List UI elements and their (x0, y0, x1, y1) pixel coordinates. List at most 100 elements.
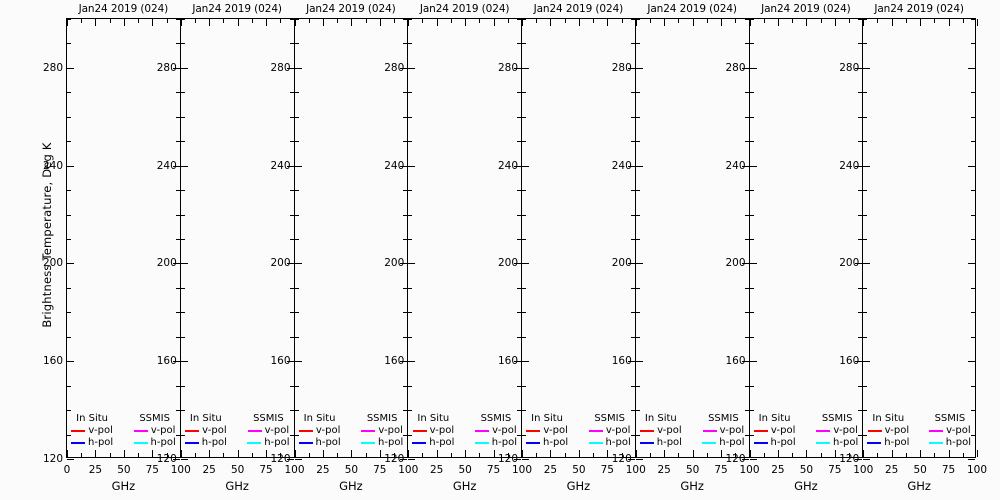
legend-entry-label: h-pol (543, 437, 569, 448)
x-axis-minor-tick (337, 453, 339, 457)
y-axis-minor-tick-right (744, 434, 749, 436)
y-axis-minor-tick (67, 410, 71, 412)
y-axis-tick-label: 200 (611, 257, 632, 270)
x-axis-minor-tick-top (337, 19, 339, 23)
y-axis-minor-tick-right (858, 116, 863, 118)
x-axis-tick (436, 450, 438, 457)
y-axis-tick-right (968, 361, 975, 363)
y-axis-tick-label: 160 (156, 355, 177, 368)
y-axis-minor-tick-right (858, 141, 863, 143)
y-axis-minor-tick-right (403, 92, 408, 94)
x-axis-minor-tick-top (934, 19, 936, 23)
y-axis-tick-label: 120 (270, 453, 291, 465)
y-axis-tick (749, 263, 757, 265)
y-axis-minor-tick (863, 410, 868, 412)
y-axis-tick-right (172, 459, 180, 460)
y-axis-minor-tick (863, 190, 868, 192)
legend: In Situ v-pol h-pol SSMIS v-pol h-pol (526, 413, 631, 449)
y-axis-tick (294, 263, 302, 265)
y-axis-minor-tick (408, 336, 413, 338)
y-axis-tick-right (286, 165, 294, 167)
y-axis-minor-tick (408, 239, 413, 240)
y-axis-minor-tick (863, 92, 868, 94)
legend-color-swatch (702, 430, 717, 432)
y-axis-title: Brightness Temperature, Deg K (40, 142, 54, 328)
y-axis-minor-tick-right (858, 385, 863, 387)
x-axis-tick (863, 450, 865, 457)
y-axis-minor-tick-right (517, 141, 521, 143)
y-axis-minor-tick (67, 141, 71, 143)
y-axis-minor-tick-right (175, 190, 180, 192)
x-axis-tick (721, 450, 723, 457)
x-axis-tick-top (607, 19, 609, 26)
y-axis-tick (863, 165, 871, 167)
y-axis-minor-tick (294, 141, 299, 143)
y-axis-minor-tick (749, 434, 754, 436)
x-axis-minor-tick (820, 453, 822, 457)
x-axis-tick-top (891, 19, 893, 26)
x-axis-minor-tick-top (564, 19, 566, 23)
y-axis-tick-label: 120 (42, 453, 63, 465)
y-axis-tick-label: 200 (42, 257, 63, 270)
y-axis-tick (67, 165, 74, 167)
y-axis-minor-tick (635, 190, 640, 192)
legend-group: SSMIS v-pol h-pol (474, 413, 517, 449)
legend-entry-label: h-pol (945, 437, 971, 448)
x-axis-tick-label: 50 (458, 463, 472, 476)
x-axis-tick-label: 100 (966, 463, 988, 476)
legend-entry-label: h-pol (88, 437, 114, 448)
x-axis-minor-tick (564, 453, 566, 457)
x-axis-minor-tick-top (223, 19, 225, 23)
x-axis-minor-tick-top (308, 19, 310, 23)
x-axis-tick-label: 100 (625, 463, 646, 476)
y-axis-minor-tick (294, 92, 299, 94)
y-axis-tick (522, 361, 529, 363)
y-axis-minor-tick-right (289, 141, 294, 143)
y-axis-tick-label: 240 (725, 159, 746, 172)
y-axis-tick (180, 361, 188, 363)
x-axis-title: GHz (566, 479, 591, 493)
x-axis-minor-tick (365, 453, 367, 457)
y-axis-minor-tick-right (744, 116, 749, 118)
y-axis-tick-right (514, 165, 521, 167)
y-axis-minor-tick-right (858, 214, 863, 216)
x-axis-tick-top (977, 19, 978, 26)
x-axis-minor-tick (166, 453, 168, 457)
y-axis-minor-tick-right (403, 214, 408, 216)
x-axis-minor-tick-top (479, 19, 481, 23)
x-axis-tick (123, 450, 125, 457)
plot-panel: Jan24 2019 (024) 120 160 200 240 280 25 50 75 100… (498, 3, 646, 493)
x-axis-minor-tick-top (507, 19, 509, 23)
y-axis-tick-right (968, 459, 975, 460)
y-axis-tick-right (627, 263, 635, 265)
x-axis-tick (95, 450, 97, 457)
x-axis-tick (891, 450, 893, 457)
y-axis-tick-right (741, 263, 749, 265)
x-axis-tick-top (692, 19, 694, 26)
y-axis-minor-tick (522, 141, 526, 143)
y-axis-minor-tick-right (403, 190, 408, 192)
legend-color-swatch (639, 442, 654, 444)
legend: In Situ v-pol h-pol SSMIS v-pol h-pol (753, 413, 858, 449)
y-axis-tick-label: 160 (611, 355, 632, 368)
y-axis-tick-right (855, 459, 863, 460)
legend-entry: h-pol (412, 437, 454, 449)
x-axis-minor-tick-top (251, 19, 253, 23)
legend-group-title: In Situ (758, 413, 791, 424)
y-axis-tick (522, 263, 529, 265)
y-axis-tick (635, 67, 643, 69)
legend-entry-label: v-pol (657, 425, 682, 436)
y-axis-minor-tick-right (630, 214, 635, 216)
y-axis-minor-tick-right (971, 92, 975, 94)
x-axis-tick (294, 450, 296, 457)
y-axis-minor-tick-right (517, 410, 521, 412)
legend-entry: h-pol (702, 437, 745, 449)
y-axis-minor-tick-right (630, 434, 635, 436)
y-axis-minor-tick (863, 43, 868, 45)
y-axis-minor-tick-right (403, 410, 408, 412)
x-axis-minor-tick-top (678, 19, 680, 23)
y-axis-tick-right (172, 67, 180, 69)
y-axis-tick-right (741, 67, 749, 69)
y-axis-minor-tick (408, 92, 413, 94)
